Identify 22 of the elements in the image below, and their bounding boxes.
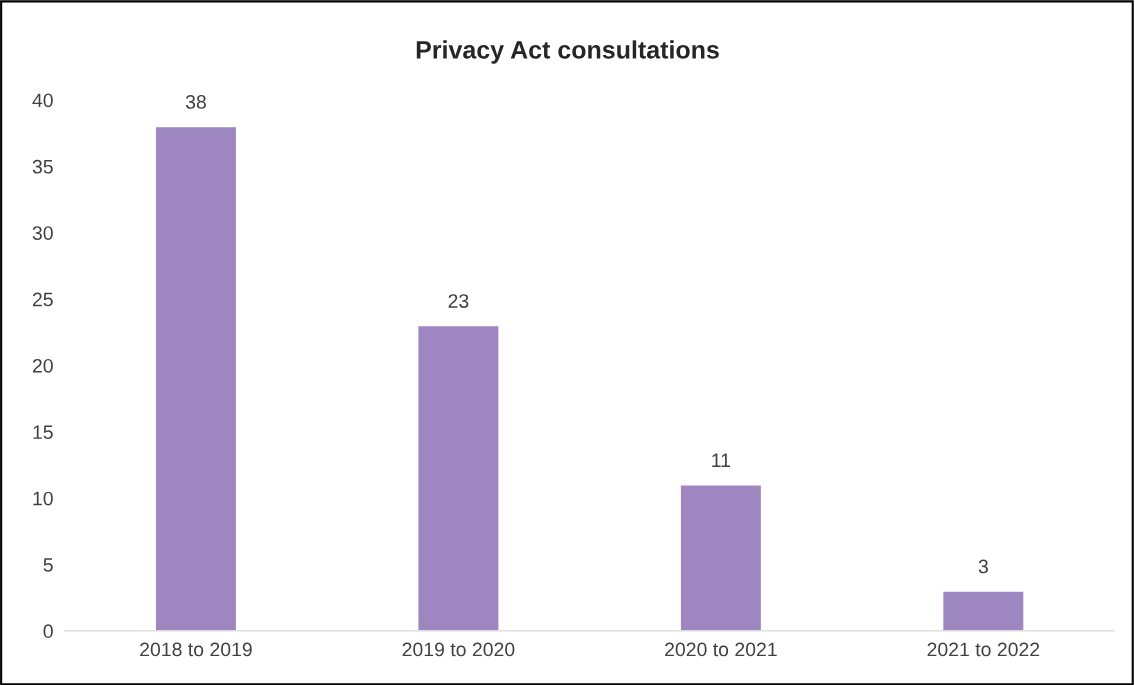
y-tick-label: 30 (32, 226, 53, 240)
y-tick-label: 15 (33, 425, 53, 440)
bar (417, 324, 500, 631)
x-tick-label: 2018 to 2019 (140, 642, 252, 657)
data-label: 23 (448, 294, 469, 308)
x-tick-label: 2020 to 2021 (665, 642, 777, 657)
data-label: 11 (712, 453, 731, 467)
y-tick-label: 40 (32, 93, 53, 108)
y-tick-label: 25 (32, 292, 53, 307)
bar (679, 484, 763, 631)
bar (941, 590, 1025, 631)
y-tick-label: 20 (32, 358, 53, 373)
x-tick-label: 2019 to 2020 (402, 642, 515, 657)
data-label: 38 (185, 95, 206, 109)
chart-title: Privacy Act consultations (416, 40, 719, 64)
data-label: 3 (978, 559, 988, 574)
y-tick-label: 10 (33, 491, 53, 506)
y-tick-label: 5 (43, 558, 53, 572)
x-tick-label: 2021 to 2022 (927, 642, 1040, 657)
y-tick-label: 0 (43, 624, 53, 639)
y-tick-label: 35 (32, 159, 53, 174)
bar (154, 125, 238, 631)
